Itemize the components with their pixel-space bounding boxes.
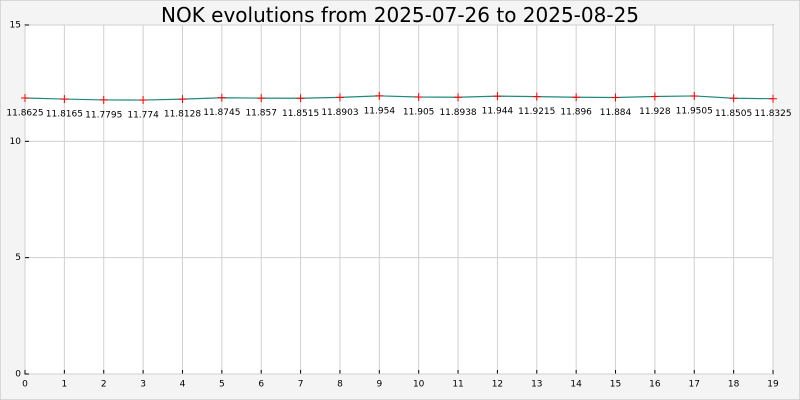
value-label: 11.896 [560,108,592,118]
value-label: 11.8128 [164,110,201,120]
value-label: 11.884 [600,108,632,118]
marker [650,92,659,101]
marker [375,91,384,100]
x-tick-label: 4 [180,380,186,390]
x-tick-label: 7 [298,380,304,390]
plot-area [24,24,774,375]
value-label: 11.8325 [754,109,791,119]
value-label: 11.9215 [518,107,555,117]
x-tick-label: 0 [22,380,28,390]
marker [257,94,266,103]
x-tick-label: 2 [101,380,107,390]
x-tick-label: 16 [649,380,661,390]
marker [454,93,463,102]
x-tick-label: 14 [570,380,582,390]
x-tick-label: 18 [728,380,740,390]
marker [572,93,581,102]
x-tick-label: 11 [452,380,463,390]
value-label: 11.905 [403,108,435,118]
value-label: 11.8515 [282,109,319,119]
y-tick-label: 10 [10,137,22,147]
value-label: 11.954 [364,106,396,116]
y-tick-label: 5 [15,253,21,263]
marker [611,93,620,102]
y-tick-label: 15 [10,21,21,31]
x-tick-label: 9 [376,380,382,390]
marker [493,92,502,101]
x-tick-label: 8 [337,380,343,390]
marker [139,96,148,105]
x-tick-label: 6 [258,380,264,390]
value-label: 11.8505 [715,109,752,119]
value-label: 11.8903 [321,108,358,118]
marker [769,94,777,103]
value-label: 11.928 [639,107,671,117]
value-label: 11.8745 [203,108,240,118]
x-tick-label: 15 [610,380,621,390]
line [24,95,774,101]
marker [335,93,344,102]
value-label: 11.7795 [85,110,122,120]
x-tick-label: 17 [689,380,700,390]
chart-title: NOK evolutions from 2025-07-26 to 2025-0… [161,3,639,27]
value-label: 11.8625 [6,108,43,118]
marker [217,93,226,102]
marker [729,94,738,103]
value-label: 11.944 [482,107,514,117]
y-tick-label: 0 [15,370,21,380]
marker [414,93,423,102]
x-tick-label: 10 [413,380,425,390]
value-label: 11.774 [127,111,159,121]
marker [99,95,108,104]
value-label: 11.857 [245,109,277,119]
marks: 11.8625 11.8165 11.7795 11.774 11.8128 11.874… [6,91,792,121]
x-tick-label: 1 [62,380,68,390]
x-tick-label: 3 [140,380,146,390]
x-tick-label: 12 [492,380,503,390]
x-tick-label: 5 [219,380,225,390]
marker [178,95,187,104]
value-label: 11.8165 [46,110,83,120]
marker [532,92,541,101]
value-label: 11.8938 [439,108,476,118]
x-tick-label: 13 [531,380,542,390]
x-tick-label: 19 [767,380,779,390]
value-label: 11.9505 [676,106,713,116]
marker [60,95,69,104]
marker [21,93,29,102]
marker [296,94,305,103]
marker [690,91,699,100]
